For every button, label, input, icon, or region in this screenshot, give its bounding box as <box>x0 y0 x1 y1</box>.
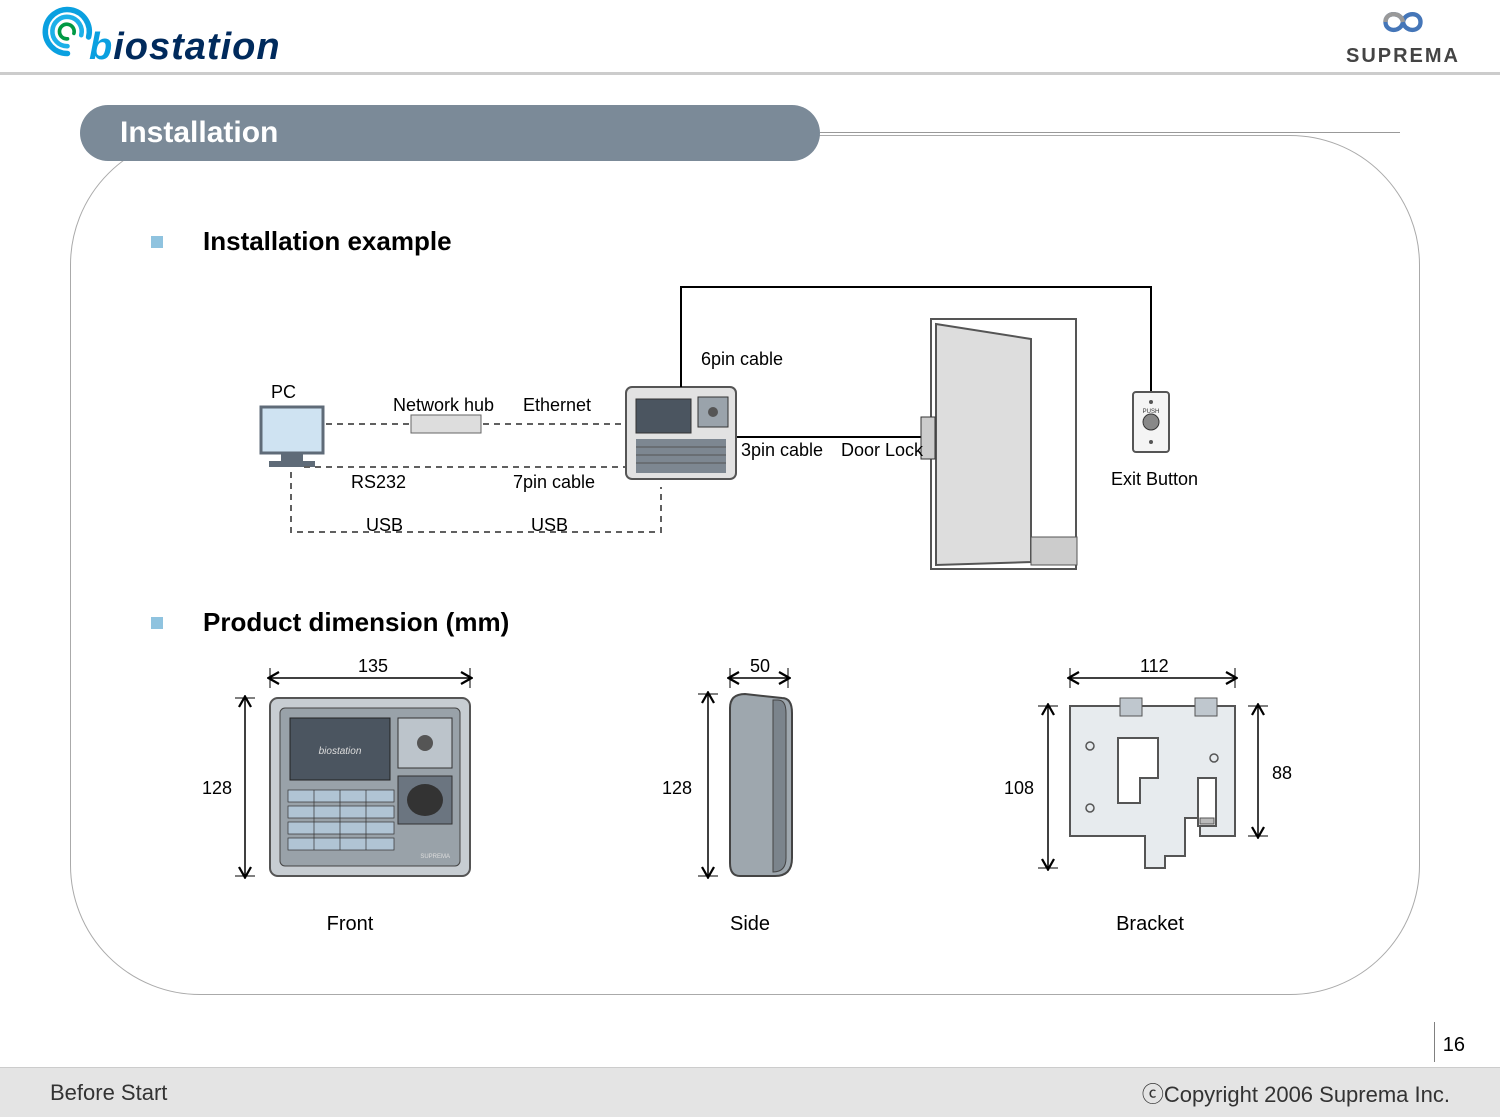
label-exit: Exit Button <box>1111 469 1198 490</box>
footer: Before Start ⓒCopyright 2006 Suprema Inc… <box>0 1067 1500 1117</box>
dim-front-h: 128 <box>202 778 232 799</box>
section2-heading: Product dimension (mm) <box>121 607 1379 638</box>
logo-prefix: b <box>89 26 113 68</box>
page-number: 16 <box>1443 1034 1465 1057</box>
dimension-row: biostation <box>121 658 1379 936</box>
diagram-svg: PUSH <box>121 277 1371 597</box>
dim-front: biostation <box>200 658 500 936</box>
label-usb2: USB <box>531 515 568 536</box>
svg-text:biostation: biostation <box>319 746 362 757</box>
exit-button-icon: PUSH <box>1133 392 1169 452</box>
content-frame: Installation example <box>70 135 1420 995</box>
view-side-label: Side <box>660 913 840 936</box>
logo-text: biostation <box>89 26 281 69</box>
view-bracket-label: Bracket <box>1000 913 1300 936</box>
section1-title: Installation example <box>203 226 452 257</box>
dim-bracket-hr: 88 <box>1272 763 1292 784</box>
dim-bracket-w: 112 <box>1140 656 1169 677</box>
dim-bracket: 112 108 88 Bracket <box>1000 658 1300 936</box>
dim-side: 50 128 Side <box>660 658 840 936</box>
label-6pin: 6pin cable <box>701 349 783 370</box>
label-doorlock: Door Lock <box>841 440 923 461</box>
biostation-logo: biostation <box>40 4 281 69</box>
swirl-icon <box>40 4 95 59</box>
svg-text:SUPREMA: SUPREMA <box>420 854 450 860</box>
tab-divider <box>820 132 1400 133</box>
dim-bracket-hl: 108 <box>1004 778 1034 799</box>
dim-side-w: 50 <box>750 656 770 677</box>
tab-title: Installation <box>120 116 278 150</box>
page-num-divider <box>1434 1022 1435 1062</box>
dim-side-h: 128 <box>662 778 692 799</box>
section-tab: Installation <box>80 105 820 161</box>
footer-left: Before Start <box>50 1080 167 1106</box>
page-content: Installation Installation example <box>0 75 1500 1055</box>
pc-icon <box>261 407 323 467</box>
hub-icon <box>411 415 481 433</box>
section2-title: Product dimension (mm) <box>203 607 509 638</box>
suprema-text: SUPREMA <box>1346 45 1460 68</box>
door-icon <box>921 319 1077 569</box>
bullet-icon <box>151 617 163 629</box>
svg-text:PUSH: PUSH <box>1143 409 1160 415</box>
section1-heading: Installation example <box>121 226 1379 257</box>
label-ethernet: Ethernet <box>523 395 591 416</box>
dim-front-w: 135 <box>358 656 388 677</box>
label-rs232: RS232 <box>351 472 406 493</box>
page-header: biostation SUPREMA <box>0 0 1500 75</box>
label-pc: PC <box>271 382 296 403</box>
logo-rest: iostation <box>113 26 280 68</box>
footer-right: ⓒCopyright 2006 Suprema Inc. <box>1142 1077 1450 1109</box>
suprema-logo: SUPREMA <box>1346 4 1460 68</box>
view-front-label: Front <box>200 913 500 936</box>
label-usb1: USB <box>366 515 403 536</box>
biostation-device-icon <box>626 387 736 479</box>
bullet-icon <box>151 236 163 248</box>
label-3pin: 3pin cable <box>741 440 823 461</box>
installation-diagram: PUSH PC Network hub Ethernet RS232 7pin … <box>121 277 1371 597</box>
label-7pin: 7pin cable <box>513 472 595 493</box>
label-hub: Network hub <box>393 395 494 416</box>
infinity-icon <box>1368 4 1438 40</box>
